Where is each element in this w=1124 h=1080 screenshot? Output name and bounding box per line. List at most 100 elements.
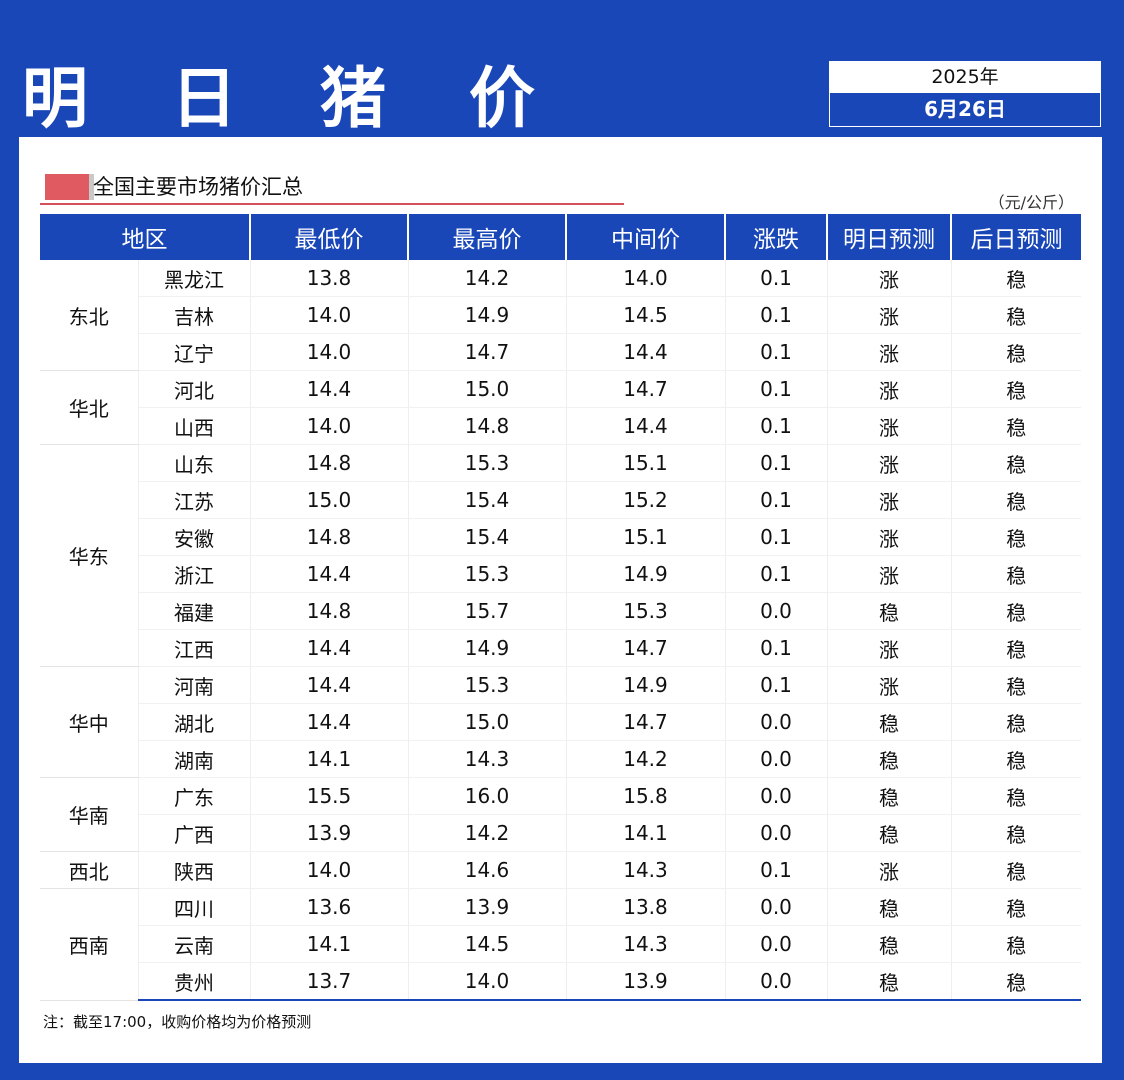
table-header-row: 地区 最低价 最高价 中间价 涨跌 明日预测 后日预测 bbox=[40, 214, 1081, 260]
cell-mid-price: 15.1 bbox=[566, 444, 726, 482]
content-panel: 全国主要市场猪价汇总 （元/公斤） 地区 最低价 最高价 中间价 涨跌 明日预测… bbox=[19, 137, 1102, 1063]
cell-change: 0.0 bbox=[725, 703, 828, 741]
cell-high-price: 14.3 bbox=[408, 740, 567, 778]
cell-low-price: 13.6 bbox=[250, 888, 409, 926]
cell-high-price: 14.7 bbox=[408, 333, 567, 371]
footnote: 注：截至17:00，收购价格均为价格预测 bbox=[43, 1013, 312, 1031]
cell-high-price: 14.2 bbox=[408, 260, 567, 297]
cell-after-tomorrow-forecast: 稳 bbox=[951, 296, 1081, 334]
cell-after-tomorrow-forecast: 稳 bbox=[951, 740, 1081, 778]
cell-province: 广西 bbox=[138, 814, 251, 852]
header-region: 地区 bbox=[40, 214, 251, 260]
cell-province: 安徽 bbox=[138, 518, 251, 556]
cell-change: 0.1 bbox=[725, 333, 828, 371]
table-row: 吉林 14.0 14.9 14.5 0.1 涨稳 bbox=[40, 296, 1081, 334]
cell-mid-price: 13.9 bbox=[566, 962, 726, 1001]
cell-province: 江苏 bbox=[138, 481, 251, 519]
cell-change: 0.1 bbox=[725, 518, 828, 556]
cell-after-tomorrow-forecast: 稳 bbox=[951, 481, 1081, 519]
cell-low-price: 14.8 bbox=[250, 444, 409, 482]
page-title: 明 日 猪 价 bbox=[22, 60, 565, 137]
date-day: 6月26日 bbox=[924, 97, 1006, 121]
cell-change: 0.1 bbox=[725, 629, 828, 667]
table-row: 浙江 14.4 15.3 14.9 0.1 涨稳 bbox=[40, 555, 1081, 593]
cell-tomorrow-forecast: 涨 bbox=[827, 407, 952, 445]
cell-low-price: 15.0 bbox=[250, 481, 409, 519]
cell-low-price: 14.4 bbox=[250, 555, 409, 593]
cell-mid-price: 13.8 bbox=[566, 888, 726, 926]
cell-after-tomorrow-forecast: 稳 bbox=[951, 814, 1081, 852]
cell-tomorrow-forecast: 稳 bbox=[827, 925, 952, 963]
cell-high-price: 14.8 bbox=[408, 407, 567, 445]
cell-mid-price: 14.7 bbox=[566, 370, 726, 408]
cell-low-price: 14.8 bbox=[250, 592, 409, 630]
cell-mid-price: 14.5 bbox=[566, 296, 726, 334]
cell-region: 东北 bbox=[40, 260, 139, 371]
cell-province: 浙江 bbox=[138, 555, 251, 593]
cell-high-price: 14.0 bbox=[408, 962, 567, 1001]
cell-region: 华北 bbox=[40, 370, 139, 445]
cell-change: 0.0 bbox=[725, 962, 828, 1001]
cell-change: 0.1 bbox=[725, 481, 828, 519]
cell-after-tomorrow-forecast: 稳 bbox=[951, 260, 1081, 297]
cell-low-price: 14.1 bbox=[250, 925, 409, 963]
cell-after-tomorrow-forecast: 稳 bbox=[951, 777, 1081, 815]
cell-high-price: 14.6 bbox=[408, 851, 567, 889]
cell-tomorrow-forecast: 涨 bbox=[827, 481, 952, 519]
cell-province: 四川 bbox=[138, 888, 251, 926]
cell-change: 0.0 bbox=[725, 777, 828, 815]
cell-high-price: 15.3 bbox=[408, 666, 567, 704]
cell-after-tomorrow-forecast: 稳 bbox=[951, 888, 1081, 926]
subtitle-underline bbox=[40, 203, 624, 205]
cell-after-tomorrow-forecast: 稳 bbox=[951, 555, 1081, 593]
cell-low-price: 14.8 bbox=[250, 518, 409, 556]
cell-province: 广东 bbox=[138, 777, 251, 815]
table-row: 云南 14.1 14.5 14.3 0.0 稳稳 bbox=[40, 925, 1081, 963]
cell-low-price: 14.4 bbox=[250, 370, 409, 408]
cell-high-price: 14.2 bbox=[408, 814, 567, 852]
table-row: 湖南 14.1 14.3 14.2 0.0 稳稳 bbox=[40, 740, 1081, 778]
price-table: 地区 最低价 最高价 中间价 涨跌 明日预测 后日预测 东北 黑龙江 13.8 14.… bbox=[40, 214, 1081, 1001]
cell-province: 辽宁 bbox=[138, 333, 251, 371]
cell-mid-price: 15.2 bbox=[566, 481, 726, 519]
cell-high-price: 15.4 bbox=[408, 518, 567, 556]
cell-after-tomorrow-forecast: 稳 bbox=[951, 444, 1081, 482]
cell-change: 0.0 bbox=[725, 592, 828, 630]
cell-mid-price: 14.3 bbox=[566, 925, 726, 963]
cell-after-tomorrow-forecast: 稳 bbox=[951, 592, 1081, 630]
cell-high-price: 14.9 bbox=[408, 296, 567, 334]
cell-tomorrow-forecast: 稳 bbox=[827, 962, 952, 1001]
header-high-price: 最高价 bbox=[408, 214, 567, 260]
cell-mid-price: 15.8 bbox=[566, 777, 726, 815]
cell-low-price: 14.0 bbox=[250, 851, 409, 889]
cell-change: 0.1 bbox=[725, 407, 828, 445]
cell-mid-price: 14.7 bbox=[566, 629, 726, 667]
cell-low-price: 13.9 bbox=[250, 814, 409, 852]
table-row: 福建 14.8 15.7 15.3 0.0 稳稳 bbox=[40, 592, 1081, 630]
table-row: 华东 山东 14.8 15.3 15.1 0.1 涨稳 bbox=[40, 444, 1081, 667]
cell-province: 陕西 bbox=[138, 851, 251, 889]
cell-low-price: 14.0 bbox=[250, 333, 409, 371]
header-mid-price: 中间价 bbox=[566, 214, 726, 260]
cell-province: 山东 bbox=[138, 444, 251, 482]
cell-after-tomorrow-forecast: 稳 bbox=[951, 703, 1081, 741]
table-row: 辽宁 14.0 14.7 14.4 0.1 涨稳 bbox=[40, 333, 1081, 371]
cell-tomorrow-forecast: 涨 bbox=[827, 555, 952, 593]
cell-change: 0.1 bbox=[725, 370, 828, 408]
cell-region: 华南 bbox=[40, 777, 139, 852]
cell-high-price: 15.7 bbox=[408, 592, 567, 630]
cell-tomorrow-forecast: 稳 bbox=[827, 740, 952, 778]
cell-high-price: 14.5 bbox=[408, 925, 567, 963]
cell-mid-price: 14.0 bbox=[566, 260, 726, 297]
cell-province: 湖北 bbox=[138, 703, 251, 741]
table-row: 西南 四川 13.6 13.9 13.8 0.0 稳稳 bbox=[40, 888, 1081, 1001]
table-row: 华南 广东 15.5 16.0 15.8 0.0 稳稳 bbox=[40, 777, 1081, 852]
cell-mid-price: 14.3 bbox=[566, 851, 726, 889]
cell-after-tomorrow-forecast: 稳 bbox=[951, 962, 1081, 1001]
unit-label: （元/公斤） bbox=[988, 193, 1074, 212]
cell-low-price: 13.7 bbox=[250, 962, 409, 1001]
table-row: 西北 陕西 14.0 14.6 14.3 0.1 涨稳 bbox=[40, 851, 1081, 889]
cell-mid-price: 14.9 bbox=[566, 555, 726, 593]
table-row: 华中 河南 14.4 15.3 14.9 0.1 涨稳 bbox=[40, 666, 1081, 778]
cell-high-price: 15.0 bbox=[408, 703, 567, 741]
